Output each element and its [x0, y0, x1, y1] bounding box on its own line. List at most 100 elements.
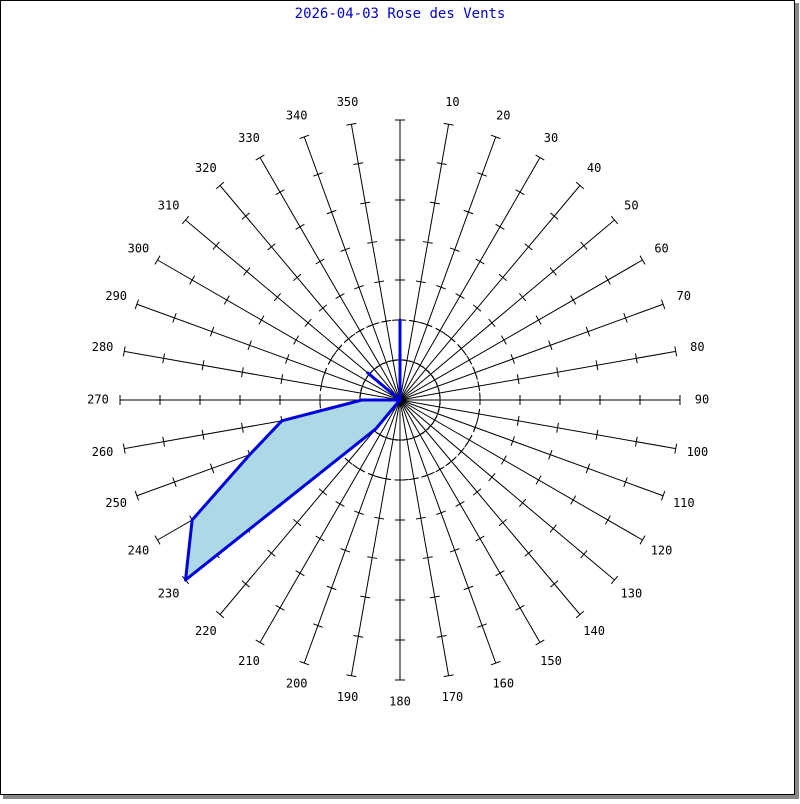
r-tick [623, 313, 628, 323]
r-tick [524, 549, 533, 557]
r-tick [275, 189, 285, 196]
r-tick [258, 315, 265, 325]
r-tick [172, 313, 177, 323]
spoke [219, 399, 401, 615]
r-tick [535, 154, 545, 161]
r-tick [488, 472, 496, 482]
r-tick [355, 466, 365, 473]
r-tick [122, 346, 126, 357]
r-tick [472, 304, 482, 312]
r-tick [295, 570, 305, 577]
spoke [124, 350, 401, 401]
spoke [350, 124, 401, 401]
r-tick [510, 436, 515, 446]
r-tick [449, 247, 460, 252]
r-tick [604, 275, 611, 285]
r-tick [570, 295, 577, 305]
r-tick [549, 267, 557, 276]
r-tick [134, 490, 140, 501]
r-tick [674, 346, 678, 357]
r-tick [422, 241, 433, 244]
r-tick [122, 443, 126, 454]
r-tick [354, 285, 364, 290]
r-tick [353, 634, 364, 638]
r-tick [355, 327, 365, 334]
r-tick [623, 477, 628, 487]
r-tick [457, 344, 465, 353]
r-tick [313, 172, 323, 177]
r-tick [318, 304, 328, 312]
spoke [399, 157, 541, 401]
r-tick [595, 429, 599, 440]
r-tick [516, 374, 520, 385]
r-tick [273, 293, 282, 302]
r-tick [510, 354, 515, 364]
r-tick [335, 293, 345, 300]
r-tick [293, 518, 302, 527]
spoke [136, 303, 401, 401]
direction-label: 70 [677, 289, 691, 303]
spoke [157, 259, 401, 401]
r-tick [408, 477, 419, 481]
r-tick [490, 134, 501, 140]
r-tick [575, 181, 585, 190]
r-tick [435, 466, 445, 473]
direction-label: 190 [337, 690, 359, 704]
r-tick [436, 285, 446, 290]
r-tick [340, 548, 351, 553]
spoke [399, 399, 664, 497]
r-tick [447, 335, 456, 343]
r-tick [634, 436, 638, 447]
r-tick [280, 374, 284, 385]
direction-label: 320 [195, 161, 217, 175]
direction-label: 140 [583, 624, 605, 638]
r-tick [610, 215, 619, 225]
direction-label: 250 [105, 496, 127, 510]
direction-label: 220 [195, 624, 217, 638]
r-tick [422, 322, 433, 328]
r-tick [209, 326, 215, 337]
r-tick [285, 354, 290, 364]
r-tick [498, 518, 507, 527]
direction-label: 350 [337, 95, 359, 109]
r-tick [488, 318, 496, 328]
direction-label: 340 [286, 109, 308, 123]
spoke [399, 399, 450, 676]
spoke [399, 399, 676, 450]
r-tick [367, 322, 378, 328]
direction-label: 210 [238, 654, 260, 668]
r-tick [466, 435, 473, 445]
r-tick [535, 315, 542, 325]
r-tick [346, 122, 357, 126]
r-tick [293, 273, 302, 282]
r-tick [570, 495, 577, 505]
r-tick [443, 122, 454, 126]
r-tick [516, 415, 520, 426]
r-tick [610, 575, 619, 585]
spoke [259, 157, 401, 401]
r-tick [243, 267, 251, 276]
r-tick [381, 477, 392, 481]
spoke [399, 185, 581, 401]
r-tick [639, 255, 646, 265]
r-tick [518, 293, 527, 302]
r-tick [472, 488, 482, 496]
r-tick [354, 510, 364, 515]
r-tick [212, 241, 220, 250]
r-tick [495, 223, 505, 230]
direction-label: 270 [87, 393, 109, 407]
r-tick [495, 570, 505, 577]
r-tick [535, 475, 542, 485]
r-tick [326, 209, 337, 215]
r-tick [388, 359, 399, 362]
r-tick [595, 360, 599, 371]
direction-label: 260 [92, 445, 114, 459]
r-tick [475, 258, 485, 265]
r-tick [215, 181, 225, 190]
spoke [399, 136, 497, 401]
r-tick [315, 258, 325, 265]
r-tick [267, 243, 276, 251]
r-tick [515, 189, 525, 196]
r-tick [293, 335, 300, 345]
direction-label: 20 [496, 109, 510, 123]
